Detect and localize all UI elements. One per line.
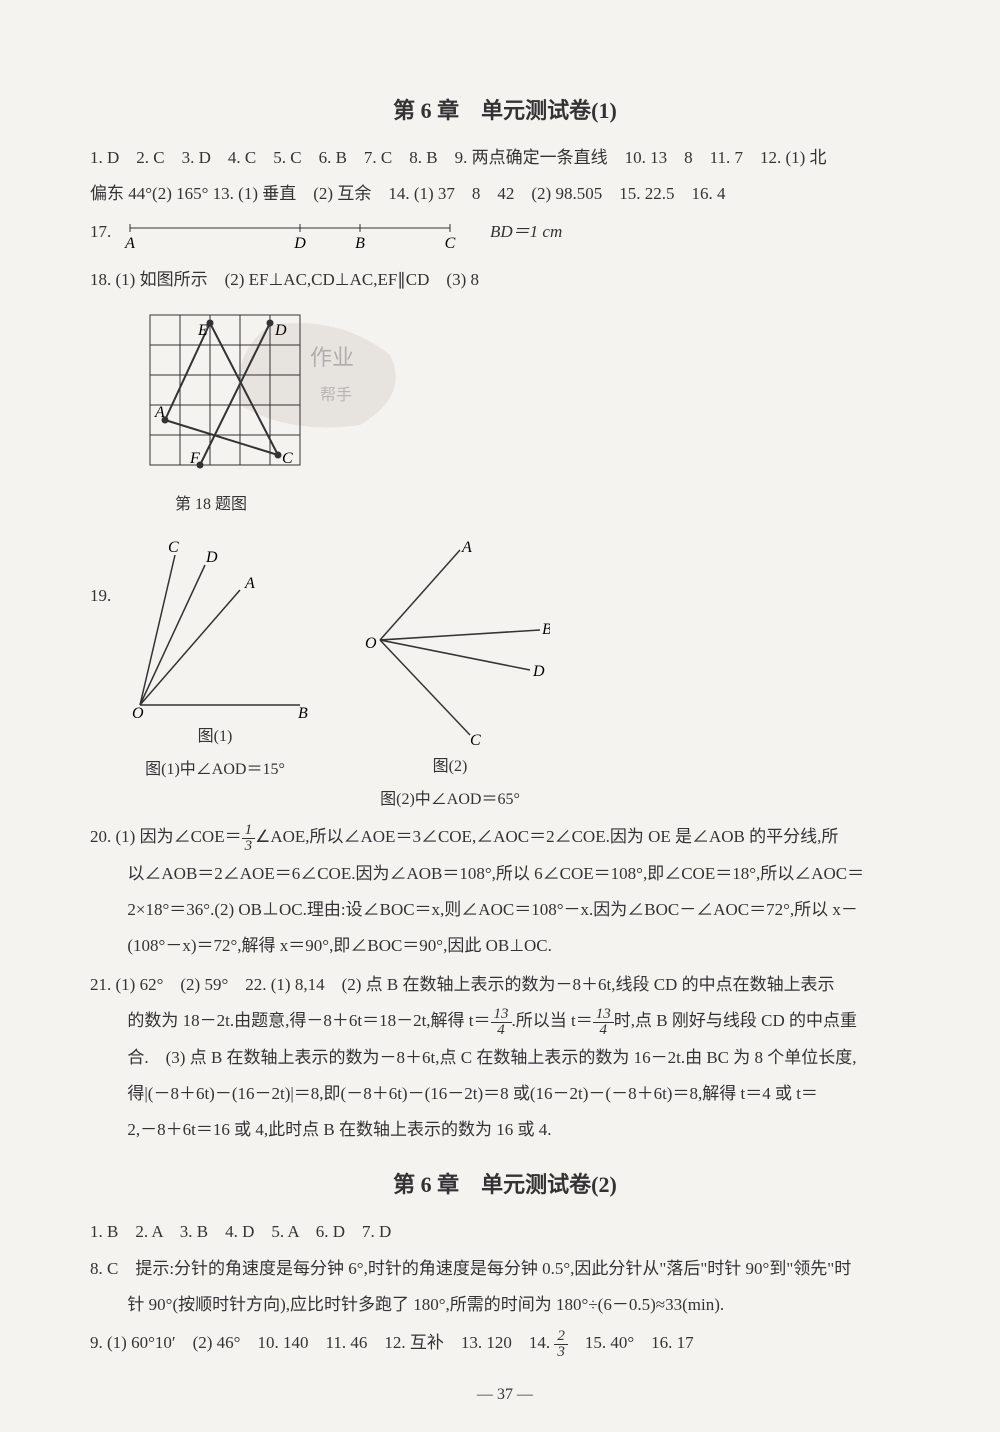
- q17-point-a: A: [124, 235, 135, 252]
- q20-para2: 以∠AOB＝2∠AOE＝6∠COE.因为∠AOB＝108°,所以 6∠COE＝1…: [90, 858, 920, 890]
- q19-2-o: O: [365, 635, 377, 652]
- q21-para1: 21. (1) 62° (2) 59° 22. (1) 8,14 (2) 点 B…: [90, 969, 920, 1001]
- q18-text: 18. (1) 如图所示 (2) EF⊥AC,CD⊥AC,EF∥CD (3) 8: [90, 264, 920, 296]
- q18-label-c: C: [282, 450, 293, 467]
- q19-fig2-caption: 图(2): [433, 752, 468, 782]
- q21-frac2: 134: [593, 1007, 614, 1038]
- q21-p2b: .所以当 t＝: [512, 1011, 593, 1030]
- q19-fig1-caption: 图(1): [198, 722, 233, 752]
- q21-frac1: 134: [491, 1007, 512, 1038]
- q19-fig2-sub: 图(2)中∠AOD＝65°: [380, 785, 520, 815]
- q21-frac2-num: 13: [593, 1007, 614, 1023]
- q19-2-d: D: [532, 663, 545, 680]
- q18-label-a: A: [154, 404, 165, 421]
- q17-row: 17. A D B C BD＝1 cm: [90, 216, 920, 256]
- section1-title: 第 6 章 单元测试卷(1): [90, 90, 920, 132]
- q19-1-c: C: [168, 540, 179, 556]
- q18-grid-figure: 作业 帮手 E D A F C: [140, 305, 420, 475]
- q17-number-line-diagram: A D B C: [120, 216, 460, 256]
- q21-frac2-den: 4: [593, 1023, 614, 1038]
- q20-frac1-den: 3: [242, 839, 256, 854]
- line9b: 15. 40° 16. 17: [568, 1333, 694, 1352]
- q17-point-d: D: [293, 235, 306, 252]
- q8-para2: 针 90°(按顺时针方向),应比时针多跑了 180°,所需的时间为 180°÷(…: [90, 1289, 920, 1321]
- q19-1-b: B: [298, 705, 308, 720]
- q21-frac1-den: 4: [491, 1023, 512, 1038]
- section1-line2: 偏东 44°(2) 165° 13. (1) 垂直 (2) 互余 14. (1)…: [90, 178, 920, 210]
- q19-2-a: A: [461, 540, 472, 556]
- q17-point-c: C: [445, 235, 456, 252]
- q21: 21. (1) 62° (2) 59° 22. (1) 8,14 (2) 点 B…: [90, 969, 920, 1147]
- q18-label-d: D: [274, 322, 287, 339]
- q20-p1b: ∠AOE,所以∠AOE＝3∠COE,∠AOC＝2∠COE.因为 OE 是∠AOB…: [255, 827, 838, 846]
- q20-p1a: 20. (1) 因为∠COE＝: [90, 827, 242, 846]
- q20-frac1-num: 1: [242, 823, 256, 839]
- q19-1-o: O: [132, 705, 144, 720]
- q18-caption: 第 18 题图: [175, 490, 920, 520]
- q21-p2c: 时,点 B 刚好与线段 CD 的中点重: [614, 1011, 857, 1030]
- q18-diagram: 作业 帮手 E D A F C: [140, 305, 920, 486]
- q20-para1: 20. (1) 因为∠COE＝13∠AOE,所以∠AOE＝3∠COE,∠AOC＝…: [90, 821, 920, 854]
- q19-1-a: A: [244, 575, 255, 592]
- q17-point-b: B: [355, 235, 365, 252]
- page-number: — 37 —: [90, 1380, 920, 1410]
- section2-title: 第 6 章 单元测试卷(2): [90, 1164, 920, 1206]
- line9a: 9. (1) 60°10′ (2) 46° 10. 140 11. 46 12.…: [90, 1333, 554, 1352]
- section1-line1: 1. D 2. C 3. D 4. C 5. C 6. B 7. C 8. B …: [90, 142, 920, 174]
- q18-label-f: F: [189, 450, 200, 467]
- q21-para3: 合. (3) 点 B 在数轴上表示的数为－8＋6t,点 C 在数轴上表示的数为 …: [90, 1042, 920, 1074]
- q18-text-content: 18. (1) 如图所示 (2) EF⊥AC,CD⊥AC,EF∥CD (3) 8: [90, 270, 479, 289]
- q17-label: 17.: [90, 216, 120, 248]
- q19-figure1: O A B C D 图(1) 图(1)中∠AOD＝15°: [120, 540, 310, 785]
- section2-line1: 1. B 2. A 3. B 4. D 5. A 6. D 7. D: [90, 1216, 920, 1248]
- q18-label-e: E: [197, 322, 208, 339]
- q19-figure2: O A B C D 图(2) 图(2)中∠AOD＝65°: [350, 540, 550, 815]
- q21-para5: 2,－8＋6t＝16 或 4,此时点 B 在数轴上表示的数为 16 或 4.: [90, 1114, 920, 1146]
- q20: 20. (1) 因为∠COE＝13∠AOE,所以∠AOE＝3∠COE,∠AOC＝…: [90, 821, 920, 962]
- q19-label: 19.: [90, 580, 120, 612]
- q17-bd-value: BD＝1 cm: [490, 216, 562, 248]
- q19-1-d: D: [205, 549, 218, 566]
- svg-text:作业: 作业: [310, 345, 354, 370]
- q8-para1: 8. C 提示:分针的角速度是每分钟 6°,时针的角速度是每分钟 0.5°,因此…: [90, 1253, 920, 1285]
- section2-line9: 9. (1) 60°10′ (2) 46° 10. 140 11. 46 12.…: [90, 1327, 920, 1360]
- q20-frac1: 13: [242, 823, 256, 854]
- q21-p2a: 的数为 18－2t.由题意,得－8＋6t＝18－2t,解得 t＝: [127, 1011, 490, 1030]
- line9-frac: 23: [554, 1329, 568, 1360]
- q19-fig1-svg: O A B C D: [120, 540, 310, 720]
- q20-para4: (108°－x)＝72°,解得 x＝90°,即∠BOC＝90°,因此 OB⊥OC…: [90, 930, 920, 962]
- q21-frac1-num: 13: [491, 1007, 512, 1023]
- q19-row: 19. O A B C D 图(1) 图(1)中∠AOD＝15°: [90, 540, 920, 815]
- q21-para2: 的数为 18－2t.由题意,得－8＋6t＝18－2t,解得 t＝134.所以当 …: [90, 1005, 920, 1038]
- q19-fig2-svg: O A B C D: [350, 540, 550, 750]
- q19-2-b: B: [542, 621, 550, 638]
- q19-fig1-sub: 图(1)中∠AOD＝15°: [145, 755, 285, 785]
- q19-2-c: C: [470, 732, 481, 749]
- line9-frac-den: 3: [554, 1345, 568, 1360]
- line9-frac-num: 2: [554, 1329, 568, 1345]
- q21-para4: 得|(－8＋6t)－(16－2t)|＝8,即(－8＋6t)－(16－2t)＝8 …: [90, 1078, 920, 1110]
- svg-text:帮手: 帮手: [320, 386, 352, 404]
- q20-para3: 2×18°＝36°.(2) OB⊥OC.理由:设∠BOC＝x,则∠AOC＝108…: [90, 894, 920, 926]
